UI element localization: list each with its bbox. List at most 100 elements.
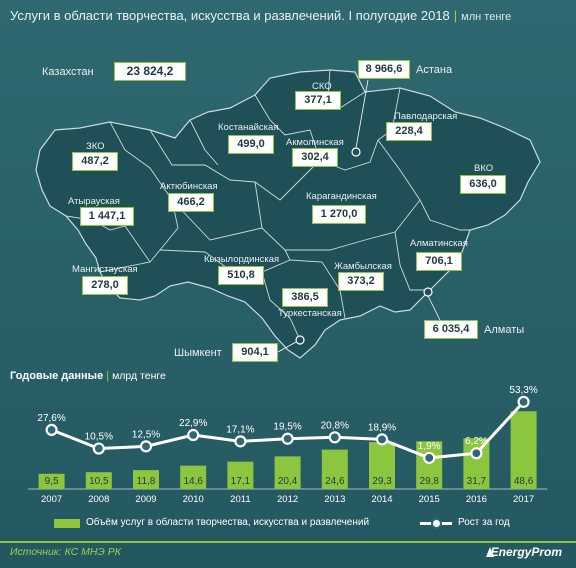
x-tick-2017: 2017 <box>513 494 534 505</box>
growth-point-2007 <box>45 423 58 436</box>
shymkent-leader <box>277 341 297 353</box>
bar-2017 <box>510 411 537 489</box>
growth-label-2009: 12,5% <box>132 429 160 440</box>
growth-label-2015: 1,9% <box>418 441 441 452</box>
bar-2007 <box>38 473 65 489</box>
shymkent-label: Шымкент <box>174 347 222 359</box>
growth-point-2014 <box>375 433 389 446</box>
astana-leader <box>355 79 369 149</box>
growth-label-2008: 10,5% <box>85 432 113 443</box>
brand-name: EnergyProm <box>490 545 562 559</box>
bar-label-2013: 24,6 <box>325 476 345 487</box>
energyprom-logo-icon <box>486 547 494 557</box>
kazakhstan-value: 23 824,2 <box>114 62 186 81</box>
bar-2008 <box>85 472 112 489</box>
pavlodar-value: 228,4 <box>386 122 432 141</box>
growth-point-2010 <box>187 428 200 442</box>
growth-label-2013: 20,8% <box>321 420 349 431</box>
x-tick-2012: 2012 <box>277 494 298 505</box>
x-tick-2016: 2016 <box>466 494 487 505</box>
x-tick-2011: 2011 <box>230 494 250 505</box>
vko-label: ВКО <box>474 163 494 174</box>
growth-point-2013 <box>328 431 341 444</box>
zhambyl-value: 373,2 <box>338 272 384 291</box>
legend-line-marker <box>431 518 442 529</box>
annual-chart: 9,5 2007 10,5 2008 11,8 2009 14,6 2010 17,1 2011 2… <box>28 385 548 505</box>
x-tick-2014: 2014 <box>371 494 392 505</box>
bar-label-2017: 48,6 <box>514 476 534 487</box>
growth-point-2016 <box>470 447 483 460</box>
aktobe-value: 466,2 <box>168 193 214 212</box>
vko-value: 636,0 <box>460 175 506 194</box>
x-tick-2010: 2010 <box>183 494 204 505</box>
bar-label-2012: 20,4 <box>278 476 298 487</box>
title-separator: | <box>453 8 458 23</box>
zko-value: 487,2 <box>72 152 118 171</box>
bar-2015 <box>416 441 443 489</box>
x-tick-2009: 2009 <box>135 494 156 505</box>
almaty-leader <box>427 295 441 321</box>
bar-2012 <box>274 456 301 489</box>
growth-label-2010: 22,9% <box>179 418 207 429</box>
x-tick-2015: 2015 <box>419 494 440 505</box>
growth-point-2009 <box>139 440 153 453</box>
mangystau-value: 278,0 <box>82 276 128 295</box>
bar-label-2009: 11,8 <box>137 476 156 487</box>
growth-point-2015 <box>423 451 436 465</box>
turkestan-value: 386,5 <box>282 288 328 307</box>
shymkent-value: 904,1 <box>232 343 278 362</box>
almaty-region-label: Алматинская <box>410 238 468 249</box>
atyrau-value: 1 447,1 <box>80 207 134 226</box>
growth-label-2014: 18,9% <box>368 422 396 433</box>
annual-unit: млрд тенге <box>112 370 166 382</box>
x-tick-2008: 2008 <box>88 494 109 505</box>
kazakhstan-map <box>35 69 541 359</box>
mangystau-label: Мангистауская <box>72 264 138 275</box>
x-tick-2013: 2013 <box>324 494 345 505</box>
growth-label-2016: 6,2% <box>465 436 488 447</box>
almaty-marker <box>423 287 433 297</box>
source-text: Источник: КС МНЭ РК <box>10 546 121 558</box>
bar-2016 <box>463 438 490 489</box>
bar-2011 <box>227 461 254 489</box>
zko-label: ЗКО <box>86 141 105 152</box>
growth-label-2011: 17,1% <box>226 424 254 435</box>
bar-label-2011: 17,1 <box>231 476 251 487</box>
almaty-region-value: 706,1 <box>416 252 462 271</box>
kyzylorda-label: Кызылординская <box>204 254 280 265</box>
page-title: Услуги в области творчества, искусства и… <box>10 8 511 23</box>
sko-value: 377,1 <box>295 91 341 110</box>
almaty-value: 6 035,4 <box>424 320 478 339</box>
kostanay-label: Костанайская <box>218 122 279 133</box>
growth-point-2008 <box>92 442 105 455</box>
karaganda-label: Карагандинская <box>306 191 377 202</box>
akmola-value: 302,4 <box>292 148 338 167</box>
bar-2014 <box>369 442 395 489</box>
zhambyl-label: Жамбылская <box>334 261 392 272</box>
legend-line-label: Рост за год <box>458 517 510 528</box>
kazakhstan-label: Казахстан <box>42 66 94 78</box>
bar-2010 <box>180 465 207 489</box>
bar-label-2014: 29,3 <box>372 476 392 487</box>
almaty-label: Алматы <box>484 324 525 336</box>
sko-label: СКО <box>312 81 332 92</box>
astana-value: 8 966,6 <box>358 60 410 79</box>
bar-2013 <box>321 449 348 489</box>
growth-point-2011 <box>234 435 247 448</box>
bar-label-2008: 10,5 <box>89 476 109 487</box>
karaganda-value: 1 270,0 <box>312 205 366 224</box>
annual-separator: | <box>106 370 110 382</box>
astana-label: Астана <box>416 64 453 76</box>
growth-label-2012: 19,5% <box>273 422 301 433</box>
bar-2009 <box>133 470 159 489</box>
legend-bar-swatch <box>54 519 80 528</box>
atyrau-label: Атырауская <box>68 196 120 207</box>
akmola-label: Акмолинская <box>286 137 344 148</box>
annual-title: Годовые данные <box>10 370 104 382</box>
region-borders <box>65 69 470 341</box>
kostanay-value: 499,0 <box>228 135 274 154</box>
bar-label-2015: 29,8 <box>419 476 439 487</box>
growth-label-2017: 53,3% <box>509 385 537 396</box>
astana-marker <box>351 147 361 157</box>
